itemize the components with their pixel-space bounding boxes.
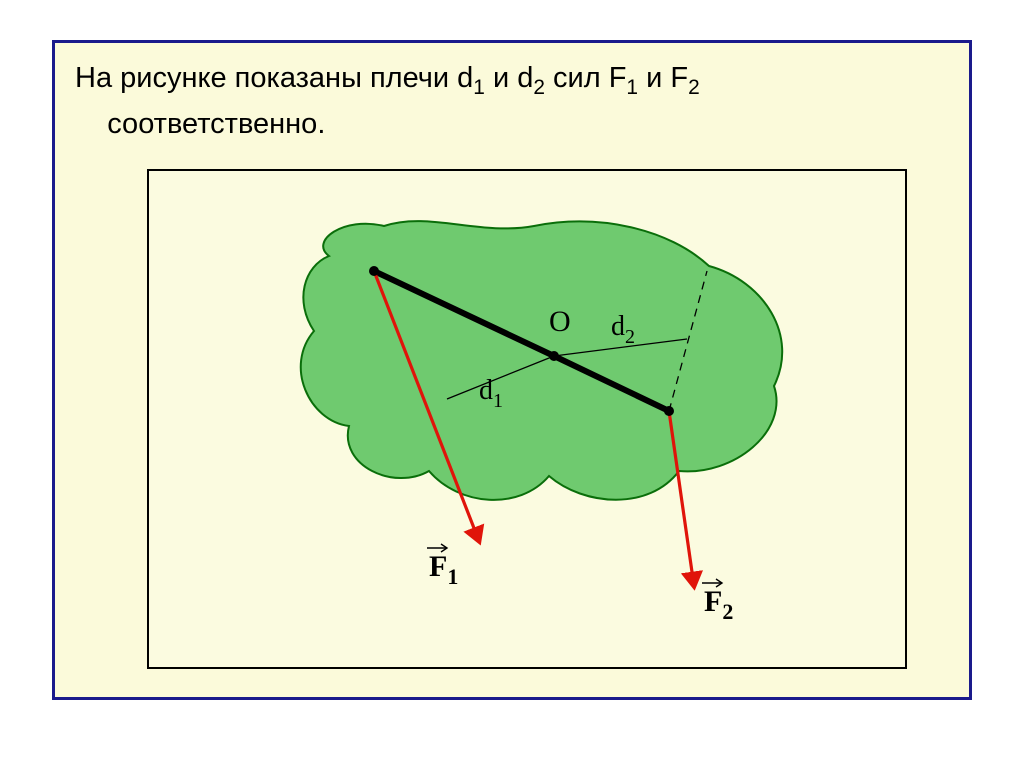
caption-text: На рисунке показаны плечи d1 и d2 сил F1… — [75, 57, 700, 147]
point-pivot — [549, 351, 559, 361]
point-p2 — [664, 406, 674, 416]
svg-text:F1: F1 — [429, 550, 458, 589]
label-o: O — [549, 305, 571, 338]
slide-frame: На рисунке показаны плечи d1 и d2 сил F1… — [52, 40, 972, 700]
svg-text:F2: F2 — [704, 585, 733, 624]
diagram-frame: O d1 d2 F1 F2 — [147, 169, 907, 669]
label-f2: F2 — [702, 579, 733, 624]
point-p1 — [369, 266, 379, 276]
label-f1: F1 — [427, 544, 458, 589]
caption-span: На рисунке показаны плечи d1 и d2 сил F1… — [75, 62, 700, 94]
physics-diagram: O d1 d2 F1 F2 — [149, 171, 905, 667]
